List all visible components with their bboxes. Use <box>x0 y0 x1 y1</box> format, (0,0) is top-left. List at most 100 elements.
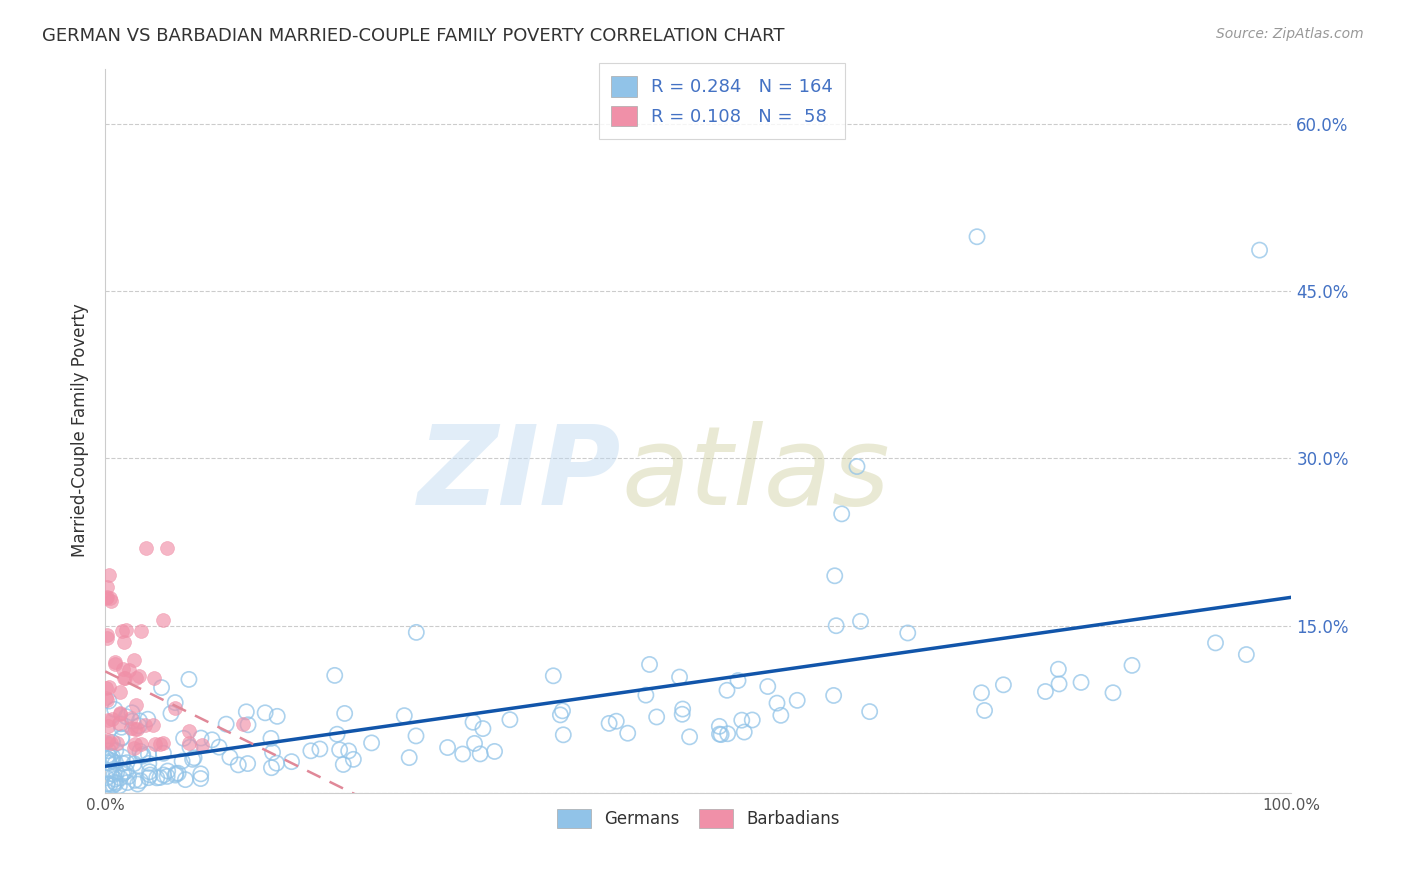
Point <box>824 569 846 583</box>
Point <box>152 746 174 760</box>
Point <box>104 756 127 770</box>
Point <box>100 591 122 605</box>
Point <box>124 737 146 751</box>
Point <box>129 773 152 788</box>
Point <box>112 671 135 685</box>
Point <box>260 731 283 746</box>
Point <box>124 740 146 755</box>
Point <box>668 670 690 684</box>
Point <box>112 635 135 649</box>
Point <box>966 229 988 244</box>
Point <box>605 714 627 729</box>
Point <box>108 716 131 731</box>
Point <box>124 722 146 736</box>
Point <box>145 771 167 785</box>
Point <box>96 591 118 605</box>
Point <box>727 673 749 688</box>
Point <box>114 672 136 686</box>
Point <box>716 683 738 698</box>
Point <box>179 736 201 750</box>
Point <box>165 696 187 710</box>
Point <box>132 747 155 762</box>
Point <box>332 757 354 772</box>
Point <box>337 744 360 758</box>
Point <box>117 770 139 784</box>
Point <box>120 711 142 725</box>
Point <box>165 766 187 780</box>
Point <box>394 708 416 723</box>
Point <box>1249 243 1271 257</box>
Point <box>143 671 166 685</box>
Point <box>266 709 288 723</box>
Point <box>100 766 122 780</box>
Point <box>333 706 356 721</box>
Point <box>138 747 160 762</box>
Point <box>122 756 145 771</box>
Point <box>323 668 346 682</box>
Point <box>598 716 620 731</box>
Point <box>616 726 638 740</box>
Point <box>149 737 172 751</box>
Point <box>973 704 995 718</box>
Point <box>111 767 134 781</box>
Point <box>104 655 127 669</box>
Point <box>104 702 127 716</box>
Point <box>103 778 125 792</box>
Point <box>125 698 148 713</box>
Point <box>993 678 1015 692</box>
Point <box>326 727 349 741</box>
Point <box>96 777 118 791</box>
Point <box>190 731 212 745</box>
Point <box>201 732 224 747</box>
Point <box>105 736 128 750</box>
Point <box>111 750 134 764</box>
Point <box>398 750 420 764</box>
Point <box>96 751 118 765</box>
Point <box>846 459 869 474</box>
Point <box>96 777 118 791</box>
Point <box>1234 648 1257 662</box>
Point <box>117 775 139 789</box>
Point <box>1121 658 1143 673</box>
Point <box>111 731 134 745</box>
Point <box>121 714 143 728</box>
Point <box>97 713 120 727</box>
Point <box>550 707 572 722</box>
Point <box>260 761 283 775</box>
Point <box>672 702 695 716</box>
Point <box>823 689 845 703</box>
Point <box>731 713 754 727</box>
Point <box>471 722 494 736</box>
Point <box>108 685 131 699</box>
Point <box>236 756 259 771</box>
Point <box>405 729 427 743</box>
Point <box>96 632 118 646</box>
Point <box>97 756 120 770</box>
Point <box>470 747 492 761</box>
Point <box>849 615 872 629</box>
Point <box>156 769 179 783</box>
Point <box>110 771 132 785</box>
Point <box>177 673 200 687</box>
Point <box>897 626 920 640</box>
Point <box>96 580 118 594</box>
Point <box>138 764 160 779</box>
Point <box>219 750 242 764</box>
Point <box>96 693 118 707</box>
Point <box>110 716 132 731</box>
Point <box>129 744 152 758</box>
Point <box>110 706 132 720</box>
Point <box>551 704 574 718</box>
Point <box>103 767 125 781</box>
Point <box>97 694 120 708</box>
Point <box>142 718 165 732</box>
Point <box>96 628 118 642</box>
Point <box>733 725 755 739</box>
Point <box>101 749 124 764</box>
Point <box>112 663 135 677</box>
Point <box>156 764 179 778</box>
Point <box>96 735 118 749</box>
Point <box>177 723 200 738</box>
Point <box>115 623 138 637</box>
Point <box>1035 684 1057 698</box>
